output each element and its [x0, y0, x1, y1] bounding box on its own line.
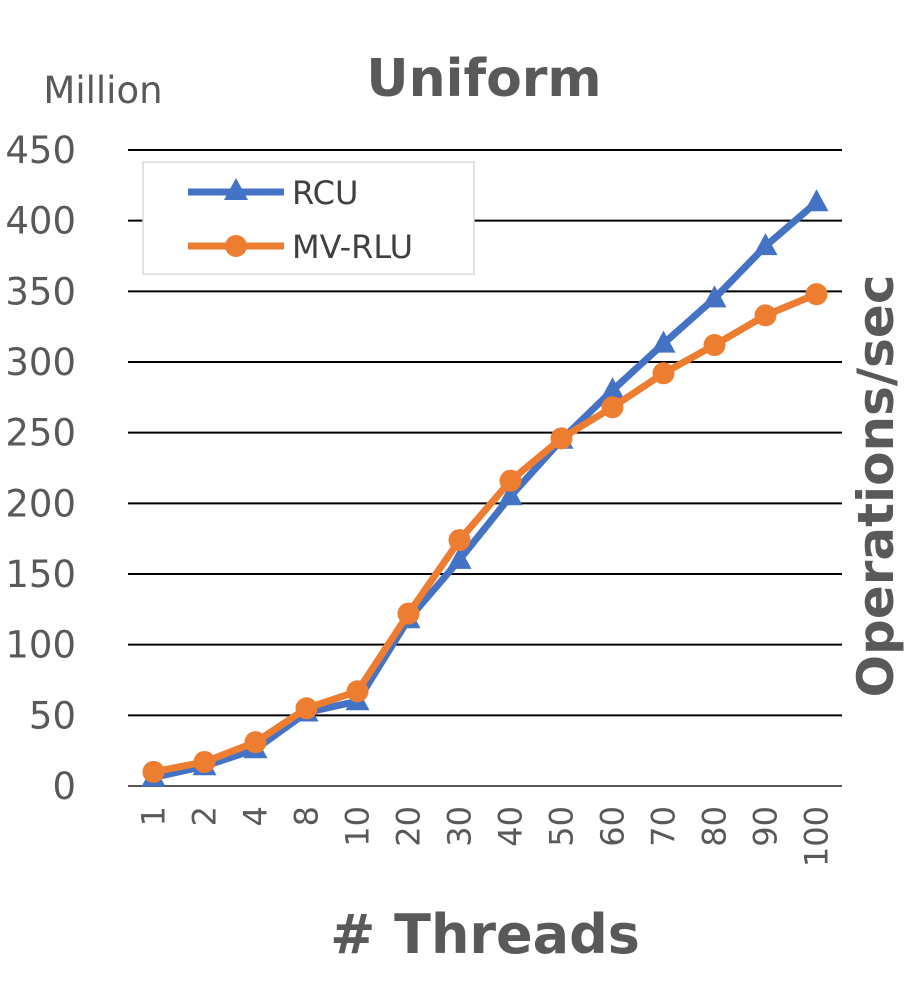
- data-point: [295, 697, 318, 720]
- data-point: [142, 760, 165, 783]
- data-point: [498, 483, 523, 506]
- x-tick-label: 20: [390, 806, 428, 847]
- data-point: [703, 334, 726, 357]
- x-tick-label: 40: [492, 806, 530, 847]
- x-tick-label: 100: [798, 806, 836, 867]
- y-axis-label: Operations/sec: [847, 275, 905, 698]
- data-point: [448, 529, 471, 552]
- legend-box: [142, 161, 475, 275]
- data-point: [805, 283, 828, 306]
- legend: RCU MV-RLU: [142, 161, 475, 275]
- x-axis-label: # Threads: [330, 903, 640, 966]
- data-point: [550, 427, 573, 450]
- data-point: [651, 330, 676, 353]
- legend-marker-rcu: [224, 178, 248, 200]
- y-tick-labels: 0 50 100 150 200 250 300 350 400 450: [5, 129, 76, 808]
- y-tick-label: 50: [29, 694, 76, 737]
- x-tick-label: 70: [645, 806, 683, 847]
- data-point: [499, 469, 522, 492]
- data-point: [193, 750, 216, 773]
- x-tick-label: 50: [543, 806, 581, 847]
- y-tick-label: 200: [5, 482, 76, 525]
- y-tick-label: 300: [5, 341, 76, 384]
- data-point: [600, 377, 625, 400]
- data-point: [652, 362, 675, 385]
- y-tick-label: 100: [5, 624, 76, 667]
- data-point: [754, 304, 777, 327]
- data-point: [397, 602, 420, 625]
- x-tick-label: 8: [288, 806, 326, 826]
- data-point: [447, 546, 472, 569]
- series-layer: [141, 189, 829, 787]
- unit-label: Million: [43, 69, 162, 112]
- chart-title: Uniform: [366, 49, 601, 109]
- data-point: [601, 396, 624, 419]
- x-tick-label: 80: [696, 806, 734, 847]
- data-point: [244, 731, 267, 754]
- series-line: [152, 199, 819, 781]
- x-tick-label: 4: [237, 806, 275, 826]
- data-point: [346, 680, 369, 703]
- x-tick-labels: 1 2 4 8 10 20 30 40 50 60 70 80 90 100: [135, 806, 836, 867]
- x-tick-label: 2: [186, 806, 224, 826]
- gridlines: [128, 149, 842, 787]
- y-tick-label: 0: [52, 765, 76, 808]
- y-tick-label: 400: [5, 200, 76, 243]
- data-point: [702, 285, 727, 308]
- x-tick-label: 60: [594, 806, 632, 847]
- series-rcu: [141, 189, 829, 787]
- x-tick-label: 1: [135, 806, 173, 826]
- y-tick-label: 150: [5, 553, 76, 596]
- x-tick-label: 10: [339, 806, 377, 847]
- y-tick-label: 450: [5, 129, 76, 172]
- x-tick-label: 30: [441, 806, 479, 847]
- data-point: [753, 233, 778, 256]
- legend-marker-mv-rlu: [225, 235, 247, 257]
- x-tick-label: 90: [747, 806, 785, 847]
- series-mv-rlu: [142, 283, 828, 783]
- data-point: [804, 189, 829, 212]
- y-tick-label: 350: [5, 270, 76, 313]
- legend-label-mv-rlu: MV-RLU: [292, 228, 413, 266]
- y-tick-label: 250: [5, 412, 76, 455]
- legend-label-rcu: RCU: [292, 174, 358, 212]
